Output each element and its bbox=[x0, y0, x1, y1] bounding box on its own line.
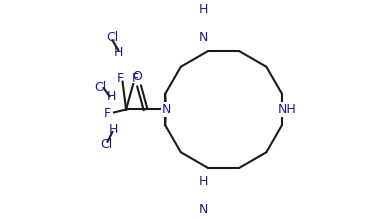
Text: F: F bbox=[131, 72, 138, 85]
Text: H: H bbox=[198, 2, 208, 30]
Text: F: F bbox=[117, 72, 124, 85]
Text: Cl: Cl bbox=[100, 138, 112, 151]
Text: N: N bbox=[198, 30, 208, 44]
Text: H: H bbox=[198, 175, 208, 189]
Text: Cl: Cl bbox=[106, 31, 118, 44]
Text: H: H bbox=[107, 90, 116, 103]
Text: NH: NH bbox=[278, 103, 297, 116]
Text: N: N bbox=[161, 103, 171, 116]
Text: N: N bbox=[198, 189, 208, 217]
Text: F: F bbox=[104, 107, 111, 120]
Text: Cl: Cl bbox=[94, 81, 107, 94]
Text: H: H bbox=[114, 46, 123, 59]
Text: O: O bbox=[133, 70, 142, 83]
Text: H: H bbox=[109, 122, 118, 136]
